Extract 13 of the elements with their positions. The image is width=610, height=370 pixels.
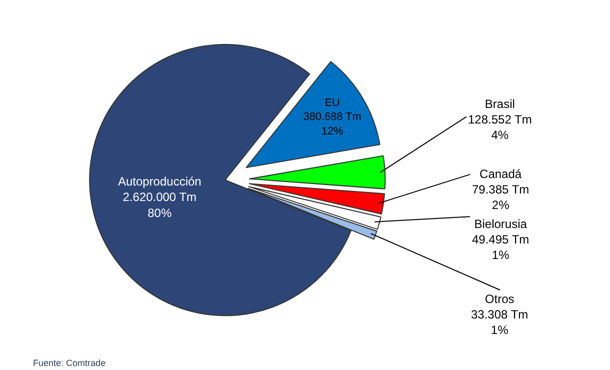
data-label: 33.308 Tm 1% [471, 308, 528, 338]
slice-label: Autoproducción [118, 174, 202, 189]
slice-label: Otros [484, 292, 514, 306]
data-label: 2.620.000 Tm 80% [122, 190, 197, 220]
data-label: 128.552 Tm 4% [468, 112, 532, 142]
data-label: 49.495 Tm 1% [472, 232, 530, 262]
data-label: 79.385 Tm 2% [472, 182, 530, 212]
slice-label: Canadá [480, 167, 522, 181]
slice-label: EU [324, 97, 340, 110]
slice-label: Brasil [484, 97, 515, 111]
source-note: Fuente: Comtrade [33, 358, 106, 368]
data-label: 380.688 Tm 12% [303, 111, 362, 138]
slice-label: Bielorusia [474, 217, 528, 231]
